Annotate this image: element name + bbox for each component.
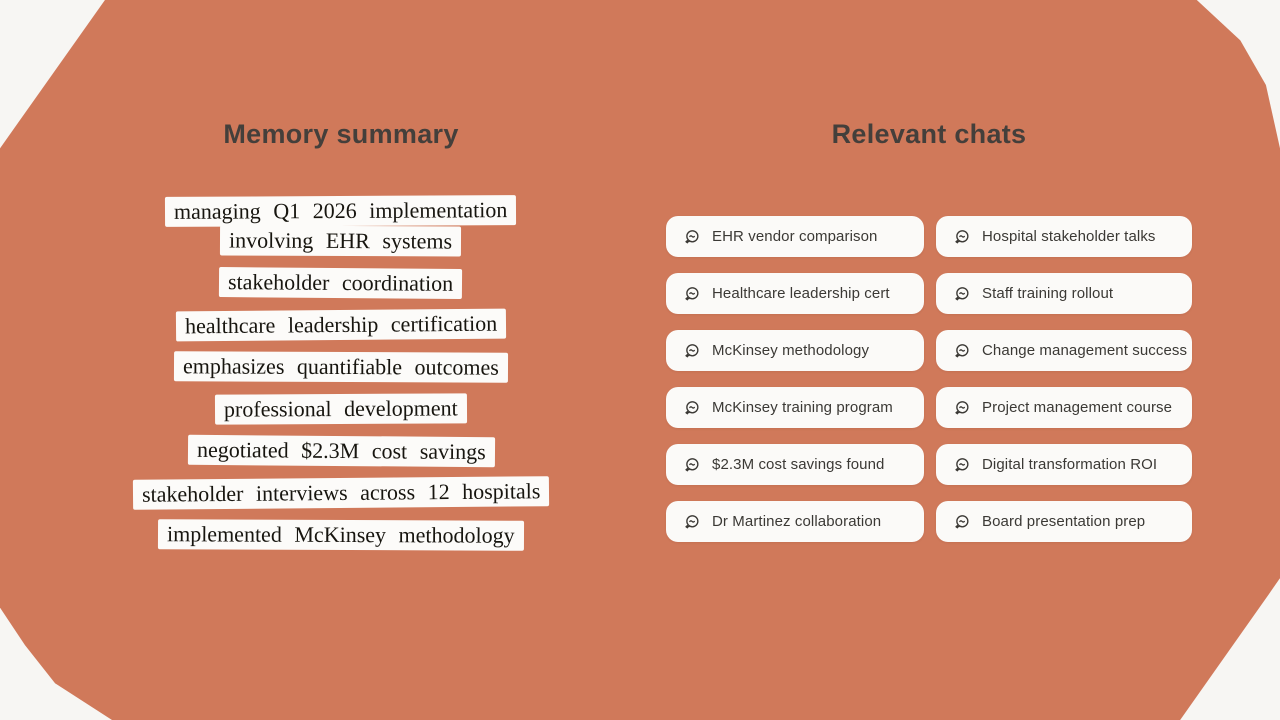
chat-pill-cost-savings-found[interactable]: $2.3M cost savings found: [666, 444, 924, 485]
chat-bubble-icon: [683, 513, 701, 531]
chat-pill-label: Healthcare leadership cert: [712, 285, 890, 302]
chat-bubble-icon: [683, 456, 701, 474]
memory-snippet: managing Q1 2026 implementation involvin…: [165, 195, 517, 257]
chat-pill-hospital-stakeholder-talks[interactable]: Hospital stakeholder talks: [936, 216, 1192, 257]
chat-pill-label: Change management success: [982, 342, 1188, 359]
chat-bubble-icon: [953, 456, 971, 474]
chat-pill-mckinsey-methodology[interactable]: McKinsey methodology: [666, 330, 924, 371]
chat-pill-healthcare-leadership-cert[interactable]: Healthcare leadership cert: [666, 273, 924, 314]
chat-pill-dr-martinez-collaboration[interactable]: Dr Martinez collaboration: [666, 501, 924, 542]
chat-pill-staff-training-rollout[interactable]: Staff training rollout: [936, 273, 1192, 314]
memory-summary-title: Memory summary: [223, 119, 459, 149]
chat-bubble-icon: [953, 342, 971, 360]
memory-snippet: stakeholder coordination: [219, 267, 463, 299]
chat-bubble-icon: [683, 342, 701, 360]
memory-snippet: implemented McKinsey methodology: [158, 519, 524, 551]
chat-bubble-icon: [683, 228, 701, 246]
chat-pill-mckinsey-training-program[interactable]: McKinsey training program: [666, 387, 924, 428]
memory-snippet: professional development: [215, 393, 467, 425]
memory-snippet: emphasizes quantifiable outcomes: [173, 351, 509, 383]
memory-snippet: stakeholder interviews across 12 hospita…: [132, 476, 550, 510]
chat-pill-label: Digital transformation ROI: [982, 456, 1158, 473]
memory-snippet: healthcare leadership certification: [175, 308, 507, 342]
memory-snippet-line: managing Q1 2026 implementation: [165, 195, 517, 227]
chat-pill-label: Dr Martinez collaboration: [712, 513, 882, 530]
chat-bubble-icon: [953, 285, 971, 303]
chat-pill-digital-transformation-roi[interactable]: Digital transformation ROI: [936, 444, 1192, 485]
chat-bubble-icon: [953, 513, 971, 531]
chat-pill-label: Staff training rollout: [982, 285, 1114, 302]
chat-pill-label: Board presentation prep: [982, 513, 1146, 530]
chat-pill-label: McKinsey methodology: [712, 342, 870, 359]
chat-pill-ehr-vendor-comparison[interactable]: EHR vendor comparison: [666, 216, 924, 257]
relevant-chats-section: Relevant chats EHR vendor comparison Hos…: [666, 119, 1192, 542]
memory-snippet-line: involving EHR systems: [220, 225, 462, 257]
chat-pill-project-management-course[interactable]: Project management course: [936, 387, 1192, 428]
chat-pill-label: EHR vendor comparison: [712, 228, 878, 245]
chat-pill-label: Project management course: [982, 399, 1173, 416]
chat-bubble-icon: [953, 399, 971, 417]
chat-pill-change-management-success[interactable]: Change management success: [936, 330, 1192, 371]
chat-pill-grid: EHR vendor comparison Hospital stakehold…: [666, 216, 1192, 542]
chat-pill-label: McKinsey training program: [712, 399, 893, 416]
memory-snippet: negotiated $2.3M cost savings: [187, 434, 495, 468]
chat-bubble-icon: [683, 285, 701, 303]
chat-pill-label: $2.3M cost savings found: [712, 456, 885, 473]
relevant-chats-title: Relevant chats: [831, 119, 1027, 149]
memory-summary-section: Memory summary managing Q1 2026 implemen…: [81, 119, 601, 551]
chat-pill-board-presentation-prep[interactable]: Board presentation prep: [936, 501, 1192, 542]
memory-snippet-list: managing Q1 2026 implementation involvin…: [81, 195, 601, 551]
chat-pill-label: Hospital stakeholder talks: [982, 228, 1156, 245]
chat-bubble-icon: [683, 399, 701, 417]
chat-bubble-icon: [953, 228, 971, 246]
